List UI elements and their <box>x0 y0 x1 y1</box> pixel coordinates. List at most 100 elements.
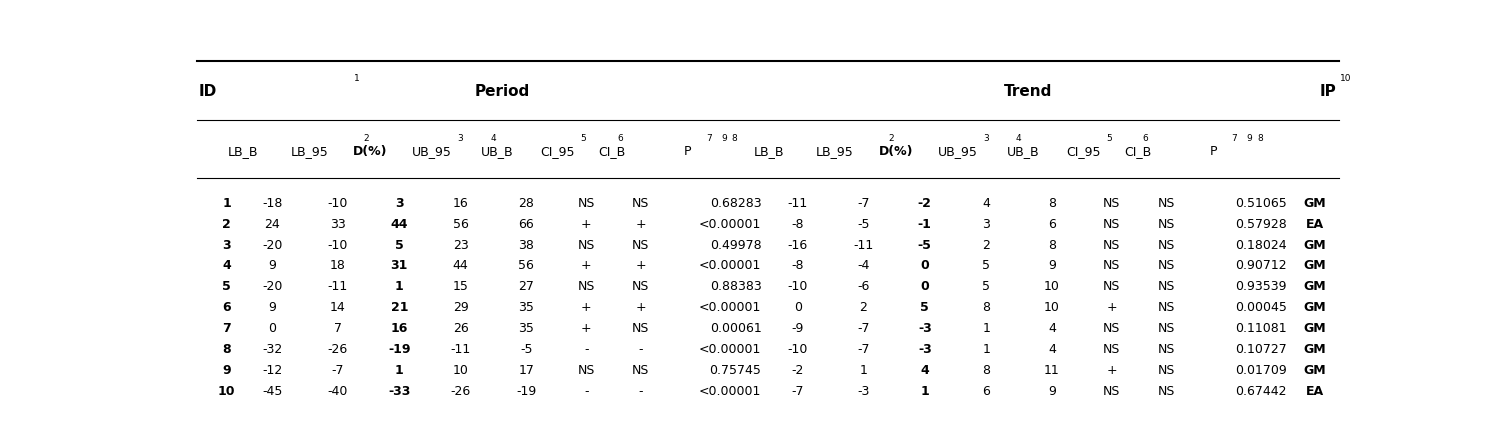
Text: UB_B: UB_B <box>1007 144 1040 157</box>
Text: Trend: Trend <box>1004 84 1052 99</box>
Text: NS: NS <box>1158 280 1174 293</box>
Text: NS: NS <box>578 280 595 293</box>
Text: -5: -5 <box>857 217 870 230</box>
Text: 4: 4 <box>222 259 231 272</box>
Text: NS: NS <box>1158 384 1174 397</box>
Text: 4: 4 <box>920 363 929 376</box>
Text: +: + <box>581 321 592 335</box>
Text: NS: NS <box>1103 259 1121 272</box>
Text: 2: 2 <box>363 134 369 143</box>
Text: 27: 27 <box>518 280 535 293</box>
Text: 8: 8 <box>1257 134 1263 143</box>
Text: NS: NS <box>1158 196 1174 209</box>
Text: 2: 2 <box>860 301 867 313</box>
Text: NS: NS <box>1103 280 1121 293</box>
Text: 35: 35 <box>518 321 535 335</box>
Text: 7: 7 <box>1231 134 1237 143</box>
Text: 38: 38 <box>518 238 535 251</box>
Text: 9: 9 <box>222 363 231 376</box>
Text: <0.00001: <0.00001 <box>700 301 761 313</box>
Text: EA: EA <box>1306 384 1324 397</box>
Text: -8: -8 <box>791 217 804 230</box>
Text: 5: 5 <box>1106 134 1112 143</box>
Text: 0.90712: 0.90712 <box>1236 259 1287 272</box>
Text: -5: -5 <box>520 342 533 355</box>
Text: 2: 2 <box>983 238 990 251</box>
Text: <0.00001: <0.00001 <box>700 217 761 230</box>
Text: <0.00001: <0.00001 <box>700 342 761 355</box>
Text: +: + <box>635 217 646 230</box>
Text: -11: -11 <box>328 280 348 293</box>
Text: ID: ID <box>199 84 217 99</box>
Text: UB_95: UB_95 <box>412 144 452 157</box>
Text: NS: NS <box>1103 238 1121 251</box>
Text: 9: 9 <box>1049 384 1056 397</box>
Text: +: + <box>581 301 592 313</box>
Text: 3: 3 <box>395 196 403 209</box>
Text: 4: 4 <box>983 196 990 209</box>
Text: 8: 8 <box>731 134 737 143</box>
Text: 6: 6 <box>617 134 623 143</box>
Text: 18: 18 <box>330 259 346 272</box>
Text: -: - <box>638 342 643 355</box>
Text: 9: 9 <box>268 301 276 313</box>
Text: NS: NS <box>578 363 595 376</box>
Text: NS: NS <box>1158 321 1174 335</box>
Text: 16: 16 <box>452 196 469 209</box>
Text: NS: NS <box>1158 342 1174 355</box>
Text: 4: 4 <box>1049 321 1056 335</box>
Text: 0.49978: 0.49978 <box>710 238 761 251</box>
Text: P: P <box>1209 144 1216 157</box>
Text: 33: 33 <box>330 217 346 230</box>
Text: 66: 66 <box>518 217 535 230</box>
Text: NS: NS <box>632 321 649 335</box>
Text: 4: 4 <box>490 134 496 143</box>
Text: NS: NS <box>578 196 595 209</box>
Text: +: + <box>1107 363 1118 376</box>
Text: 0.18024: 0.18024 <box>1236 238 1287 251</box>
Text: -11: -11 <box>854 238 873 251</box>
Text: -10: -10 <box>328 196 348 209</box>
Text: 1: 1 <box>920 384 929 397</box>
Text: 6: 6 <box>983 384 990 397</box>
Text: <0.00001: <0.00001 <box>700 259 761 272</box>
Text: 5: 5 <box>222 280 231 293</box>
Text: GM: GM <box>1303 238 1326 251</box>
Text: 17: 17 <box>518 363 535 376</box>
Text: 0.88383: 0.88383 <box>710 280 761 293</box>
Text: 10: 10 <box>452 363 469 376</box>
Text: 9: 9 <box>721 134 727 143</box>
Text: 5: 5 <box>983 259 990 272</box>
Text: -10: -10 <box>328 238 348 251</box>
Text: 23: 23 <box>452 238 469 251</box>
Text: -20: -20 <box>262 238 283 251</box>
Text: 0: 0 <box>794 301 801 313</box>
Text: 7: 7 <box>706 134 712 143</box>
Text: 56: 56 <box>518 259 535 272</box>
Text: +: + <box>581 259 592 272</box>
Text: -19: -19 <box>388 342 410 355</box>
Text: UB_B: UB_B <box>481 144 514 157</box>
Text: NS: NS <box>632 280 649 293</box>
Text: 44: 44 <box>391 217 407 230</box>
Text: -3: -3 <box>857 384 869 397</box>
Text: 6: 6 <box>1049 217 1056 230</box>
Text: 0.00045: 0.00045 <box>1234 301 1287 313</box>
Text: +: + <box>635 301 646 313</box>
Text: 10: 10 <box>217 384 235 397</box>
Text: LB_95: LB_95 <box>291 144 328 157</box>
Text: 16: 16 <box>391 321 407 335</box>
Text: -4: -4 <box>857 259 869 272</box>
Text: -1: -1 <box>918 217 932 230</box>
Text: -8: -8 <box>791 259 804 272</box>
Text: -11: -11 <box>451 342 470 355</box>
Text: NS: NS <box>1103 196 1121 209</box>
Text: 15: 15 <box>452 280 469 293</box>
Text: 7: 7 <box>334 321 342 335</box>
Text: 0: 0 <box>268 321 276 335</box>
Text: -2: -2 <box>918 196 932 209</box>
Text: NS: NS <box>1158 238 1174 251</box>
Text: 6: 6 <box>1143 134 1149 143</box>
Text: 3: 3 <box>457 134 463 143</box>
Text: 3: 3 <box>983 134 989 143</box>
